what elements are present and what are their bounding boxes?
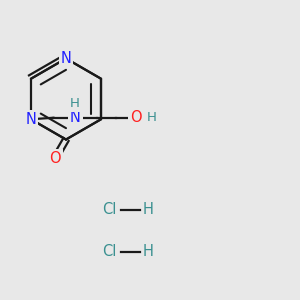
Text: H: H [142, 244, 153, 260]
Text: N: N [26, 112, 36, 127]
Text: Cl: Cl [102, 202, 117, 217]
Text: H: H [146, 111, 156, 124]
Text: O: O [130, 110, 141, 125]
Text: H: H [142, 202, 153, 217]
Text: H: H [70, 97, 80, 110]
Text: N: N [70, 110, 80, 125]
Text: Cl: Cl [102, 244, 117, 260]
Text: N: N [61, 51, 71, 66]
Text: O: O [49, 152, 61, 166]
